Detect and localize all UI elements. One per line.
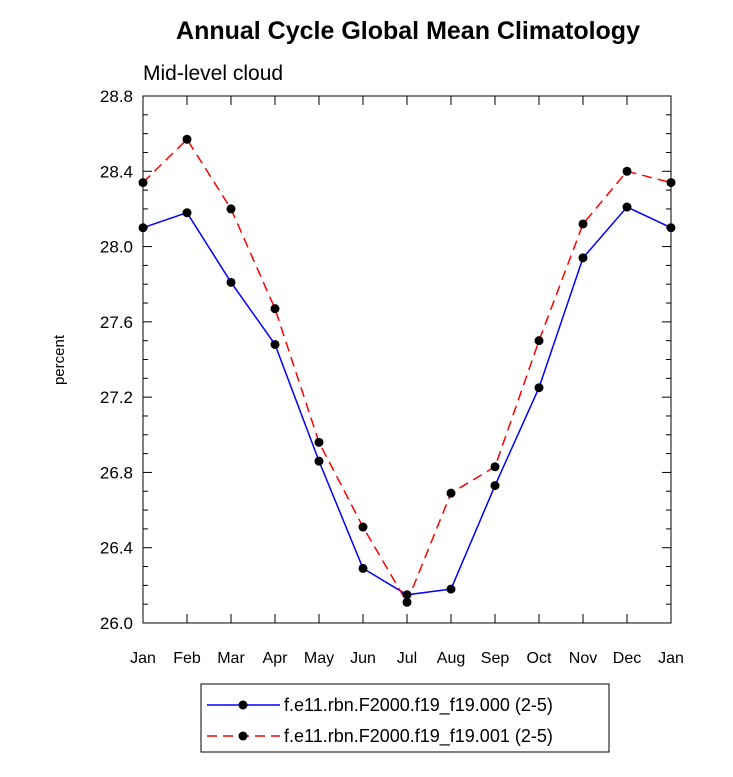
y-tick-label: 28.8 [100,87,133,106]
data-point-series-1 [534,383,544,393]
x-tick-label: Apr [263,650,289,667]
data-point-series-2 [270,304,280,314]
y-axis-label: percent [51,334,68,385]
data-point-series-1 [578,253,588,263]
x-tick-label: Jun [350,650,376,667]
x-tick-label: Oct [527,650,552,667]
data-point-series-1 [490,481,500,491]
legend-box [200,683,610,753]
chart-title: Annual Cycle Global Mean Climatology [176,17,640,45]
data-point-series-2 [578,219,588,229]
data-point-series-1 [402,590,412,600]
y-tick-label: 28.0 [100,238,133,257]
data-point-series-2 [358,522,368,532]
legend-marker-series-1 [238,700,248,710]
x-tick-label: Jul [397,650,417,667]
data-point-series-2 [138,178,148,188]
data-point-series-1 [446,584,456,594]
legend-marker-series-2 [238,731,248,741]
y-tick-label: 26.0 [100,614,133,633]
data-point-series-2 [490,462,500,472]
data-point-series-1 [622,202,632,212]
data-point-series-2 [666,178,676,188]
x-tick-label: Dec [613,650,641,667]
x-tick-label: Feb [173,650,201,667]
data-point-series-1 [666,223,676,233]
x-tick-label: Jan [130,650,156,667]
data-point-series-1 [182,208,192,218]
data-point-series-2 [226,204,236,214]
x-tick-label: Sep [481,650,510,667]
x-tick-label: Mar [217,650,245,667]
chart-subtitle: Mid-level cloud [143,62,283,85]
plot-area: 26.0 26.4 26.8 27.2 27.6 28.0 28.4 28.8 Jan Feb Ma… [100,87,684,667]
y-tick-label: 27.2 [100,388,133,407]
x-tick-label: Jan [658,650,684,667]
x-tick-label: Aug [437,650,465,667]
data-point-series-1 [138,223,148,233]
data-point-series-2 [182,134,192,144]
data-point-series-2 [314,437,324,447]
x-tick-label: May [304,650,334,667]
legend-label-series-1: f.e11.rbn.F2000.f19_f19.000 (2-5) [284,695,553,716]
series-line-2 [142,138,672,604]
data-point-series-1 [226,277,236,287]
y-tick-label: 26.8 [100,463,133,482]
plot-frame [142,95,672,624]
y-tick-label: 26.4 [100,539,133,558]
data-point-series-1 [358,563,368,573]
data-point-series-1 [314,456,324,466]
data-point-series-2 [402,597,412,607]
legend: f.e11.rbn.F2000.f19_f19.000 (2-5) f.e11.… [200,683,610,753]
y-tick-label: 28.4 [100,162,133,181]
y-tick-label: 27.6 [100,313,133,332]
legend-label-series-2: f.e11.rbn.F2000.f19_f19.001 (2-5) [284,726,553,747]
data-point-series-2 [622,166,632,176]
x-tick-label: Nov [569,650,597,667]
data-point-series-2 [446,488,456,498]
data-point-series-2 [534,336,544,346]
data-point-series-1 [270,339,280,349]
series-line-1 [142,206,672,596]
